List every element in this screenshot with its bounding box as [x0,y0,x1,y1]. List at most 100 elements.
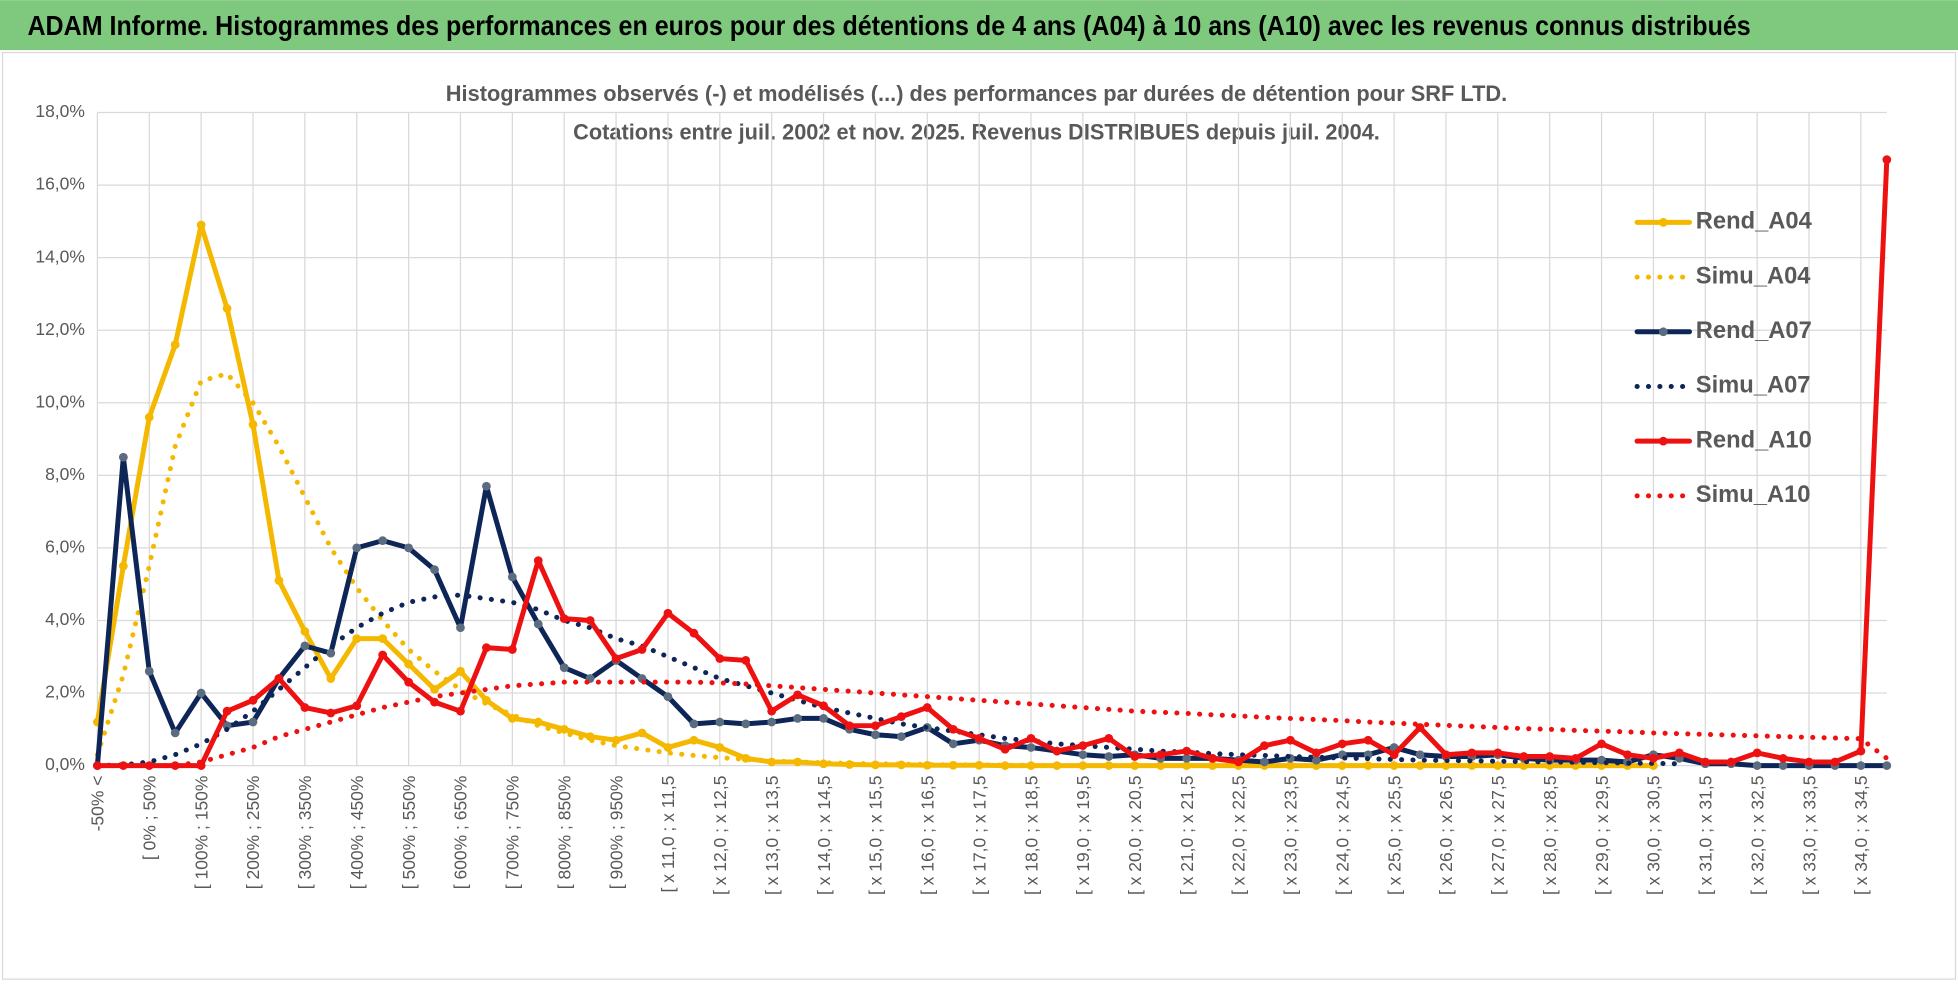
data-point [1311,748,1321,758]
data-point [1882,155,1892,165]
data-point [1415,750,1425,760]
legend-marker [1658,218,1668,227]
data-point [922,703,932,712]
x-tick-label: [ x 28,0 ; x 28,5 [1540,776,1560,895]
legend-label: Simu_A07 [1696,373,1811,399]
data-point [896,712,906,721]
data-point [300,703,310,712]
data-point [326,674,336,683]
data-point [741,719,751,729]
data-point [352,701,362,711]
data-point [326,648,336,658]
data-point [1208,753,1217,763]
y-tick-label: 10,0% [35,391,85,411]
x-tick-label: [ x 32,0 ; x 32,5 [1747,776,1767,895]
legend-label: Simu_A04 [1696,263,1811,289]
chart-frame [1,51,1957,980]
data-point [1649,753,1658,763]
x-tick-label: [ x 22,0 ; x 22,5 [1229,776,1249,895]
series-line [94,157,1890,769]
data-point [689,719,699,729]
data-point [274,576,284,585]
data-point [1363,761,1373,770]
y-tick-label: 2,0% [45,682,85,702]
data-point [507,572,517,582]
data-point [1052,746,1062,756]
data-point [974,734,984,743]
x-tick-label: [ 100% ; 150% [191,776,211,890]
x-tick-label: [ x 23,0 ; x 23,5 [1281,776,1301,895]
x-tick-label: [ x 19,0 ; x 19,5 [1073,776,1093,895]
y-tick-label: 6,0% [45,537,85,557]
data-point [1182,761,1191,770]
data-point [1752,748,1762,758]
data-point [1467,748,1477,758]
data-point [196,220,206,230]
data-point [1674,748,1684,758]
legend-marker [1658,327,1668,337]
data-point [1623,750,1632,760]
x-tick-label: [ x 13,0 ; x 13,5 [762,776,782,895]
data-point [1415,723,1425,732]
data-point [404,677,413,687]
data-point [1441,750,1451,760]
data-point [378,650,388,660]
data-point [793,714,802,723]
x-tick-label: [ x 31,0 ; x 31,5 [1696,776,1716,895]
data-point [248,695,258,705]
data-point [896,732,906,741]
data-point [1156,750,1166,760]
data-point [611,735,621,745]
data-point [1545,752,1555,761]
x-tick-label: [ x 20,0 ; x 20,5 [1125,776,1145,895]
x-tick-label: [ x 15,0 ; x 15,5 [866,776,886,895]
legend-label: Rend_A04 [1696,209,1813,235]
data-point [326,708,336,718]
data-point [559,663,569,673]
data-point [430,697,439,707]
data-point [1519,752,1529,761]
data-point [819,701,828,711]
data-point [430,565,439,575]
grid [96,111,1887,767]
data-point [300,641,310,651]
y-tick-label: 16,0% [35,174,85,194]
x-tick-label: [ 700% ; 750% [503,776,523,890]
data-point [456,706,465,716]
data-point [533,619,543,629]
data-point [456,666,465,676]
x-tick-label: [ x 17,0 ; x 17,5 [969,776,989,895]
x-tick-label: [ x 26,0 ; x 26,5 [1436,776,1456,895]
data-point [456,623,465,633]
x-tick-label: [ x 25,0 ; x 25,5 [1384,776,1404,895]
data-point [144,761,154,770]
data-point [1026,734,1036,743]
data-point [1856,761,1866,770]
x-tick-label: [ x 18,0 ; x 18,5 [1021,776,1041,895]
x-tick-label: [ 800% ; 850% [554,776,574,890]
header-title: ADAM Informe. Histogrammes des performan… [27,10,1750,41]
x-tick-label: [ x 30,0 ; x 30,5 [1644,776,1664,895]
data-point [352,634,362,643]
data-point [144,666,154,676]
data-point [430,685,439,694]
x-tick-label: -50% < [88,776,108,832]
data-point [378,634,388,643]
x-tick-label: [ x 21,0 ; x 21,5 [1177,776,1197,895]
data-point [819,759,828,769]
y-tick-label: 14,0% [35,246,85,266]
legend-marker [1658,436,1668,446]
data-point [1285,761,1295,770]
data-point [663,743,673,752]
data-point [118,452,128,462]
x-tick-label: [ 900% ; 950% [606,776,626,890]
data-point [1467,761,1477,770]
data-point [248,717,258,727]
x-tick-label: [ x 24,0 ; x 24,5 [1332,776,1352,895]
y-tick-label: 8,0% [45,464,85,484]
x-tick-label: [ x 14,0 ; x 14,5 [814,776,834,895]
data-point [482,481,491,491]
data-point [819,714,828,723]
